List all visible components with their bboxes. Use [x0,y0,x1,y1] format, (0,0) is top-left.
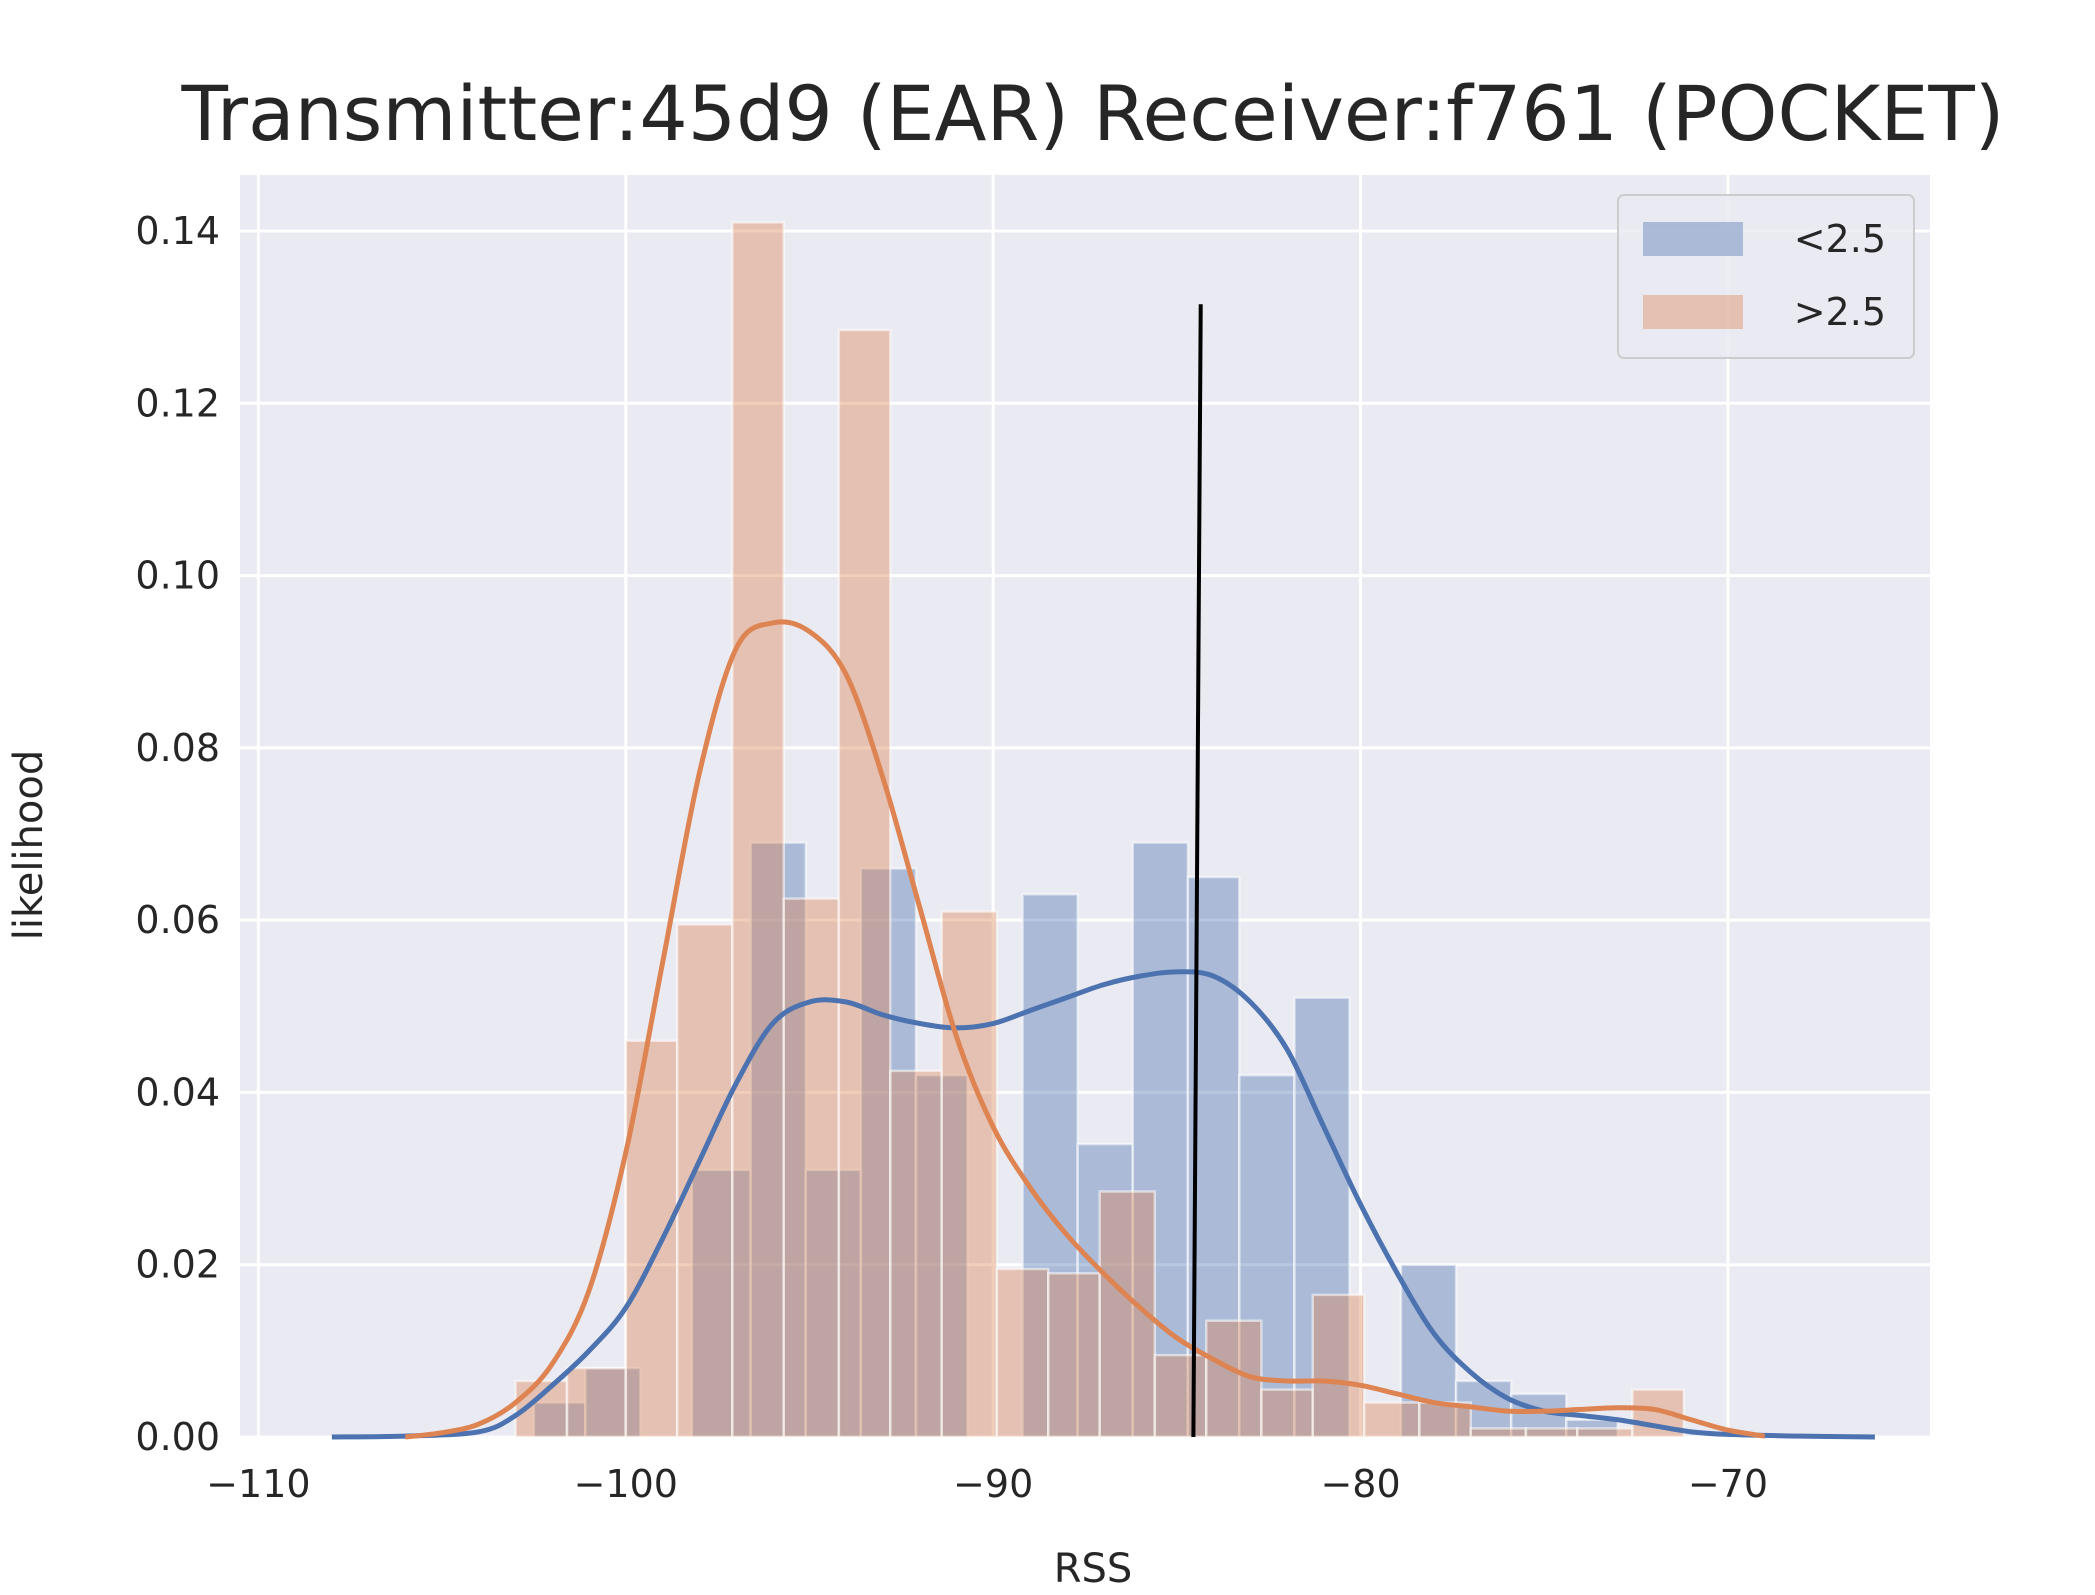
threshold-line [1191,304,1203,1438]
histogram-bar-greater-2-5 [940,910,999,1439]
x-tick-label: −90 [953,1462,1033,1506]
histogram-bar-greater-2-5 [837,328,892,1439]
x-tick-label: −110 [206,1462,310,1506]
histogram-bar-greater-2-5 [1469,1427,1528,1439]
legend-swatch [1643,222,1743,256]
grid [240,175,1930,1439]
histogram-bar-greater-2-5 [565,1366,628,1439]
y-axis-label: likelihood [6,750,52,941]
histogram-bar-less-2-5 [804,1168,863,1439]
y-tick-label: 0.04 [135,1070,220,1114]
histogram-bar-greater-2-5 [1576,1427,1634,1439]
histogram-bar-greater-2-5 [1153,1353,1208,1439]
legend-swatch [1643,295,1743,329]
histogram-bar-greater-2-5 [1418,1401,1473,1439]
y-tick-label: 0.08 [135,726,220,770]
x-tick-label: −70 [1688,1462,1768,1506]
y-tick-label: 0.06 [135,898,220,942]
y-tick-label: 0.10 [135,554,220,598]
legend-frame [1617,194,1915,359]
chart-title: Transmitter:45d9 (EAR) Receiver:f761 (PO… [181,69,2005,158]
y-tick-label: 0.12 [135,381,220,425]
plot-area [240,175,1930,1437]
y-tick-label: 0.02 [135,1243,220,1287]
histogram-bar-greater-2-5 [1311,1293,1366,1439]
histogram-bar-greater-2-5 [1047,1272,1101,1439]
legend: <2.5 >2.5 [1617,194,1915,359]
x-tick-label: −100 [574,1462,678,1506]
histogram-bar-greater-2-5 [1524,1427,1579,1439]
legend-label: <2.5 [1794,217,1886,261]
histogram-bar-less-2-5 [1293,996,1351,1439]
kde-curves [331,619,1875,1440]
x-tick-label: −80 [1320,1462,1400,1506]
histogram-bar-greater-2-5 [1362,1401,1421,1439]
x-axis-label: RSS [1054,1546,1133,1592]
legend-label: >2.5 [1794,290,1886,334]
y-tick-label: 0.00 [135,1415,220,1459]
y-tick-label: 0.14 [135,209,220,253]
threshold-vline [1191,304,1203,1438]
histogram-bar-greater-2-5 [675,923,734,1439]
histogram-bar-greater-2-5 [995,1267,1050,1439]
kde-curve-less-2-5 [331,969,1875,1440]
histogram-bar-less-2-5 [859,867,918,1439]
kde-curve-greater-2-5 [405,619,1766,1440]
y-axis-ticks: 0.00 0.02 0.04 0.06 0.08 0.10 0.12 0.14 [135,209,220,1459]
histogram-bar-greater-2-5 [731,221,785,1439]
x-axis-ticks: −110 −100 −90 −80 −70 [206,1462,1768,1506]
bars-less-2-5 [532,841,1619,1439]
histogram-bar-greater-2-5 [889,1069,943,1439]
histogram-bar-greater-2-5 [624,1039,679,1439]
histogram-bar-less-2-5 [749,841,808,1439]
histogram-bar-greater-2-5 [1260,1388,1315,1439]
histogram-bar-greater-2-5 [782,897,841,1439]
